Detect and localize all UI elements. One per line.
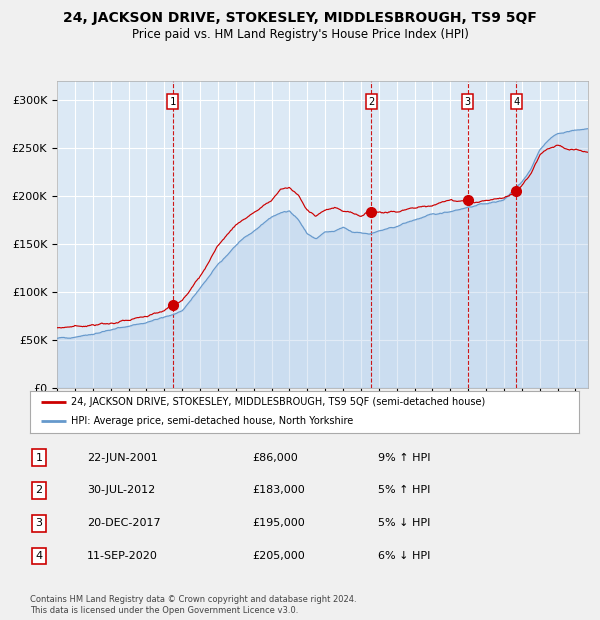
Text: £205,000: £205,000: [252, 551, 305, 561]
Text: 9% ↑ HPI: 9% ↑ HPI: [378, 453, 431, 463]
Text: 22-JUN-2001: 22-JUN-2001: [87, 453, 158, 463]
Text: 20-DEC-2017: 20-DEC-2017: [87, 518, 161, 528]
Text: 3: 3: [464, 97, 471, 107]
Text: 2: 2: [35, 485, 43, 495]
Text: £195,000: £195,000: [252, 518, 305, 528]
Text: £183,000: £183,000: [252, 485, 305, 495]
Text: 24, JACKSON DRIVE, STOKESLEY, MIDDLESBROUGH, TS9 5QF (semi-detached house): 24, JACKSON DRIVE, STOKESLEY, MIDDLESBRO…: [71, 397, 485, 407]
Text: 1: 1: [35, 453, 43, 463]
Text: 4: 4: [514, 97, 520, 107]
Text: This data is licensed under the Open Government Licence v3.0.: This data is licensed under the Open Gov…: [30, 606, 298, 616]
Text: 5% ↓ HPI: 5% ↓ HPI: [378, 518, 430, 528]
Text: 6% ↓ HPI: 6% ↓ HPI: [378, 551, 430, 561]
Text: 1: 1: [170, 97, 176, 107]
Text: 24, JACKSON DRIVE, STOKESLEY, MIDDLESBROUGH, TS9 5QF: 24, JACKSON DRIVE, STOKESLEY, MIDDLESBRO…: [63, 11, 537, 25]
Text: 3: 3: [35, 518, 43, 528]
Text: Price paid vs. HM Land Registry's House Price Index (HPI): Price paid vs. HM Land Registry's House …: [131, 28, 469, 41]
Text: Contains HM Land Registry data © Crown copyright and database right 2024.: Contains HM Land Registry data © Crown c…: [30, 595, 356, 604]
Text: HPI: Average price, semi-detached house, North Yorkshire: HPI: Average price, semi-detached house,…: [71, 417, 353, 427]
Text: 11-SEP-2020: 11-SEP-2020: [87, 551, 158, 561]
Text: 2: 2: [368, 97, 374, 107]
Text: 30-JUL-2012: 30-JUL-2012: [87, 485, 155, 495]
Text: £86,000: £86,000: [252, 453, 298, 463]
Text: 5% ↑ HPI: 5% ↑ HPI: [378, 485, 430, 495]
Text: 4: 4: [35, 551, 43, 561]
